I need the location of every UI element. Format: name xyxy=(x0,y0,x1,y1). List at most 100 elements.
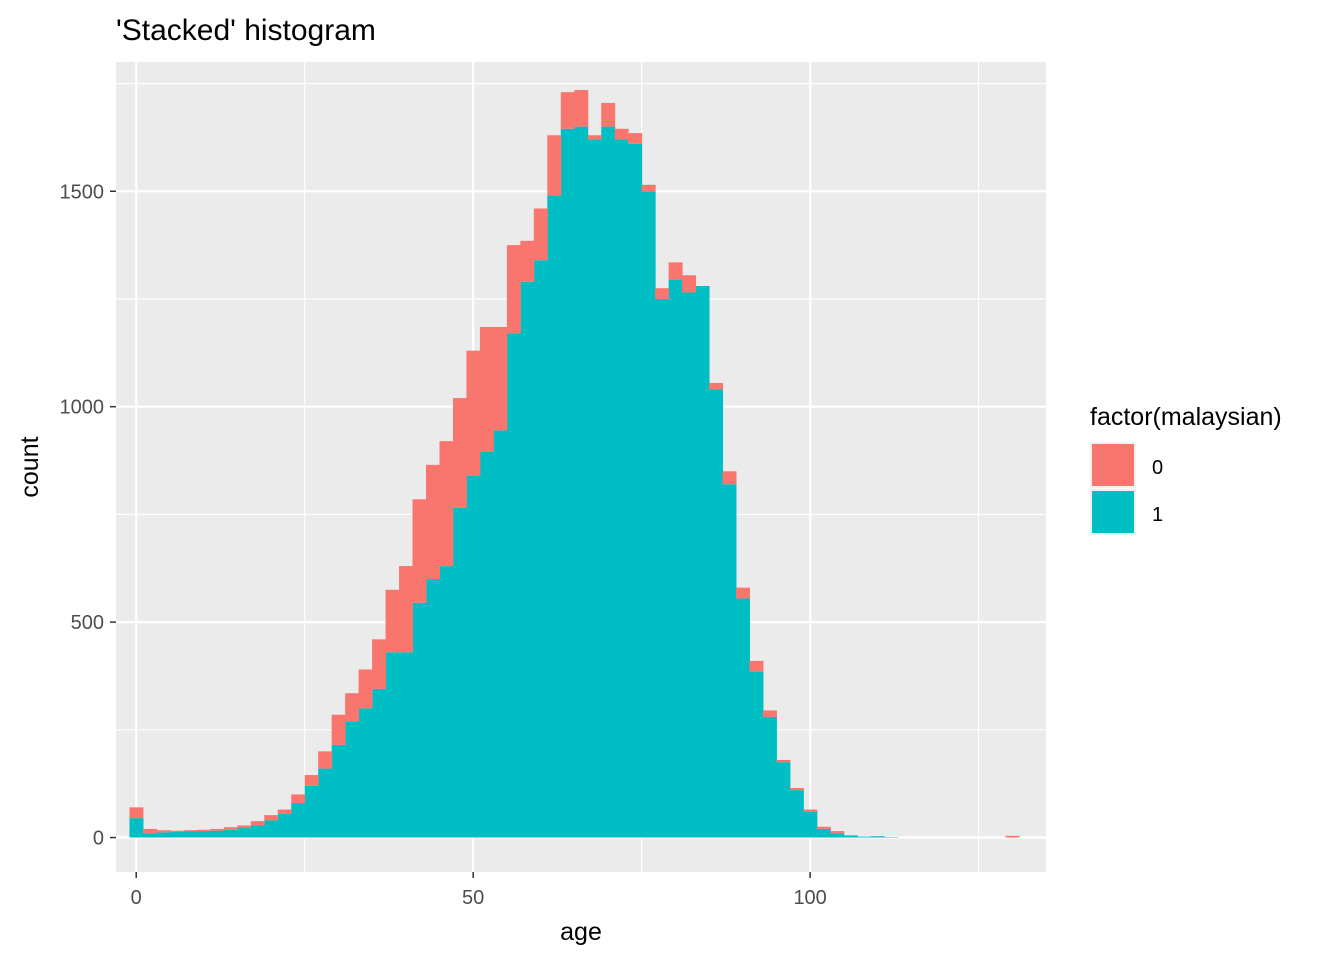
bar-series-1 xyxy=(587,139,602,838)
bar-series-0 xyxy=(736,587,750,599)
legend-title: factor(malaysian) xyxy=(1090,403,1282,431)
bar-series-0 xyxy=(264,815,279,821)
y-tick-label: 0 xyxy=(93,828,104,850)
bar-series-1 xyxy=(196,831,211,838)
series-0-bars xyxy=(129,90,1020,838)
bar-series-1 xyxy=(318,768,333,838)
bar-series-0 xyxy=(358,669,373,709)
bar-series-1 xyxy=(762,716,777,838)
bar-series-0 xyxy=(452,398,467,508)
bar-series-0 xyxy=(466,350,481,476)
bar-series-1 xyxy=(142,833,157,838)
bar-series-1 xyxy=(641,191,656,838)
bar-series-1 xyxy=(358,708,373,838)
bar-series-1 xyxy=(803,811,818,838)
bar-series-1 xyxy=(547,195,562,838)
bar-series-1 xyxy=(560,128,575,838)
bar-series-0 xyxy=(533,208,548,261)
bar-series-0 xyxy=(318,751,333,769)
bar-series-1 xyxy=(183,831,198,838)
bar-series-0 xyxy=(816,826,831,829)
bar-series-0 xyxy=(169,830,184,832)
x-axis-title: age xyxy=(560,918,602,946)
bar-series-0 xyxy=(345,693,360,722)
bar-series-1 xyxy=(601,126,616,838)
bar-series-0 xyxy=(372,639,387,689)
bar-series-1 xyxy=(709,389,724,838)
bar-series-0 xyxy=(655,288,670,299)
bar-series-0 xyxy=(399,566,414,653)
bar-series-1 xyxy=(156,832,171,838)
bar-series-0 xyxy=(762,710,777,717)
bar-series-0 xyxy=(709,382,724,390)
bar-series-1 xyxy=(870,836,885,838)
bar-series-1 xyxy=(129,818,144,838)
bar-series-0 xyxy=(547,135,562,196)
bar-series-1 xyxy=(520,281,535,838)
bar-series-0 xyxy=(830,831,845,834)
bar-series-0 xyxy=(803,809,818,812)
bar-series-1 xyxy=(250,825,265,838)
bar-series-1 xyxy=(237,828,252,838)
legend-label-0: 0 xyxy=(1152,457,1163,479)
bar-series-1 xyxy=(452,507,467,838)
bar-series-1 xyxy=(439,566,454,838)
bar-series-0 xyxy=(156,830,171,833)
bar-series-0 xyxy=(776,759,791,763)
bar-series-0 xyxy=(601,102,616,127)
bar-series-1 xyxy=(223,829,238,838)
x-tick-label: 0 xyxy=(131,887,142,909)
bar-series-0 xyxy=(641,184,656,192)
bar-series-0 xyxy=(506,245,521,334)
bar-series-0 xyxy=(614,128,629,140)
bar-series-1 xyxy=(345,721,360,838)
bar-series-0 xyxy=(183,830,198,832)
legend-key-1 xyxy=(1092,491,1134,533)
bar-series-1 xyxy=(614,139,629,838)
bar-series-0 xyxy=(277,809,292,814)
x-axis-ticks: 0 50 100 xyxy=(131,872,827,909)
bar-series-1 xyxy=(736,598,750,838)
bar-series-1 xyxy=(412,602,427,838)
bar-series-0 xyxy=(789,787,804,791)
bar-series-0 xyxy=(682,275,697,293)
legend-label-1: 1 xyxy=(1152,504,1163,526)
x-tick-label: 50 xyxy=(462,887,484,909)
bar-series-0 xyxy=(628,133,643,144)
bar-series-1 xyxy=(304,785,319,838)
bar-series-1 xyxy=(385,652,400,838)
bar-series-0 xyxy=(574,90,589,127)
bar-series-1 xyxy=(426,579,440,838)
bar-series-1 xyxy=(466,475,481,838)
bar-series-0 xyxy=(439,441,454,567)
bar-series-1 xyxy=(479,451,494,838)
bar-series-1 xyxy=(857,836,872,838)
bar-series-1 xyxy=(493,430,508,838)
bar-series-1 xyxy=(722,484,737,838)
bar-series-0 xyxy=(129,807,144,819)
bar-series-1 xyxy=(331,744,346,838)
bar-series-1 xyxy=(682,292,697,838)
bar-series-1 xyxy=(399,652,414,838)
x-tick-label: 100 xyxy=(793,887,826,909)
bar-series-1 xyxy=(291,803,306,838)
bar-series-1 xyxy=(816,828,831,838)
legend: factor(malaysian) 0 1 xyxy=(1090,403,1282,535)
bar-series-0 xyxy=(722,471,737,485)
bar-series-0 xyxy=(210,828,225,831)
bar-series-0 xyxy=(385,589,400,653)
bar-series-0 xyxy=(749,660,764,672)
bar-series-1 xyxy=(668,279,683,838)
bar-series-1 xyxy=(169,831,184,838)
bar-series-0 xyxy=(426,464,440,580)
bar-series-1 xyxy=(372,688,387,838)
bar-series-1 xyxy=(749,671,764,838)
legend-key-0 xyxy=(1092,444,1134,486)
bar-series-0 xyxy=(520,240,535,282)
bar-series-0 xyxy=(291,794,306,804)
bar-series-1 xyxy=(210,830,225,838)
chart-title: 'Stacked' histogram xyxy=(116,14,376,47)
bar-series-1 xyxy=(830,833,845,838)
bar-series-1 xyxy=(789,790,804,838)
